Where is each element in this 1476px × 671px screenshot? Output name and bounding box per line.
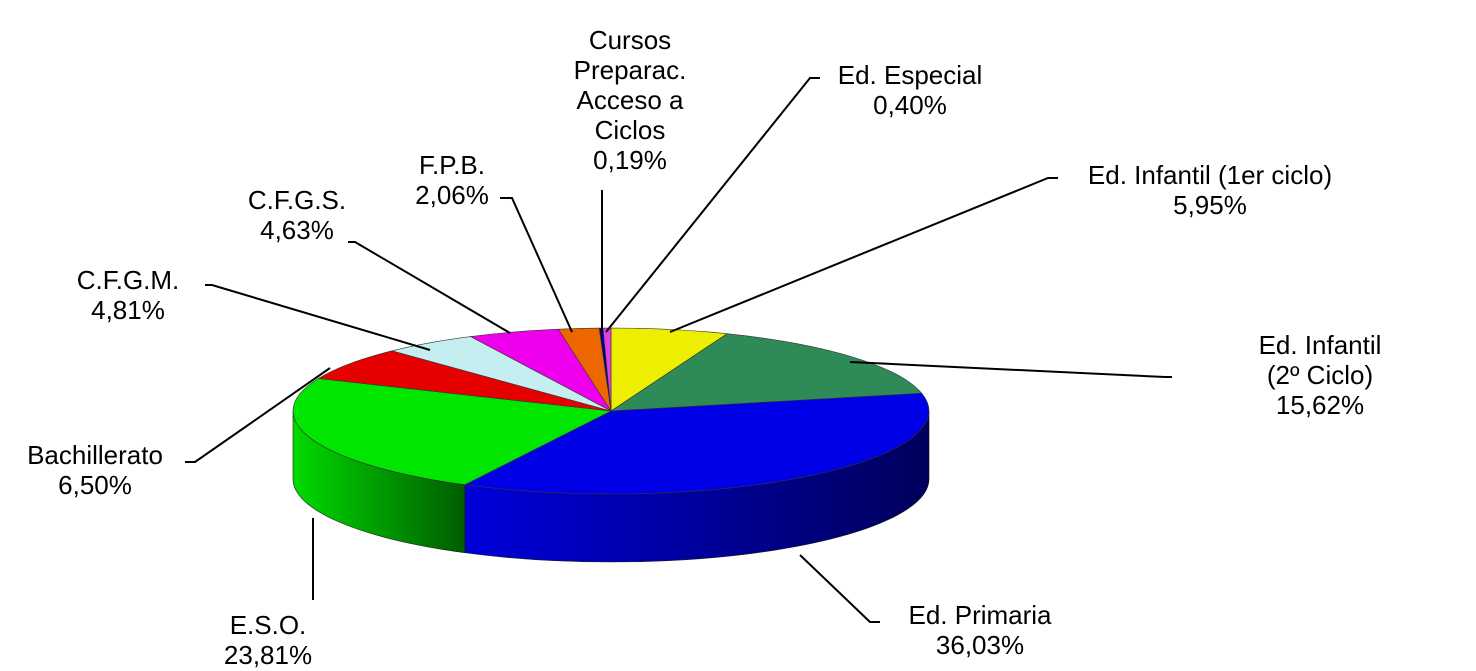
category-label: C.F.G.M. (76, 265, 180, 295)
value-label: 5,95% (1173, 190, 1247, 220)
slice-label: C.F.G.S. 4,63% (248, 185, 346, 245)
slice (609, 333, 923, 412)
value-label: 0,40% (873, 90, 947, 120)
slice (292, 378, 613, 486)
value-label: 0,19% (593, 145, 667, 175)
slice-label: Ed. Especial 0,40% (838, 60, 983, 120)
leader-line (669, 177, 1058, 333)
value-label: 6,50% (58, 470, 132, 500)
category-label: F.P.B. (418, 150, 486, 180)
leader-line (849, 361, 1172, 378)
slice-label: Ed. Infantil (2º Ciclo) 15,62% (1242, 330, 1398, 420)
value-label: 4,63% (260, 215, 334, 245)
category-label: Ed. Primaria (908, 600, 1052, 630)
value-label: 23,81% (223, 640, 313, 670)
slice-label: Ed. Infantil (1er ciclo) 5,95% (1088, 160, 1332, 220)
category-label: Ed. Infantil (2º Ciclo) (1258, 330, 1382, 390)
leader-line (348, 241, 511, 334)
side-shade (293, 411, 465, 553)
slice-label: Ed. Primaria 36,03% (908, 600, 1051, 660)
category-label: Ed. Especial (837, 60, 983, 90)
slice-label: Bachillerato 6,50% (27, 440, 163, 500)
category-label: C.F.G.S. (247, 185, 347, 215)
side-shade (464, 411, 929, 562)
slice (317, 350, 612, 412)
leader-line (205, 284, 431, 351)
category-label: Bachillerato (27, 440, 163, 470)
category-label: E.S.O. (229, 610, 307, 640)
leader-line (605, 77, 820, 333)
leader-line (500, 197, 573, 333)
slice (463, 392, 930, 495)
value-label: 36,03% (935, 630, 1025, 660)
value-label: 4,81% (91, 295, 165, 325)
slice-label: E.S.O. 23,81% (224, 610, 312, 670)
slice-label: C.F.G.M. 4,81% (77, 265, 180, 325)
slice-label: F.P.B. 2,06% (415, 150, 489, 210)
slice (610, 327, 728, 412)
value-label: 15,62% (1275, 390, 1365, 420)
value-label: 2,06% (415, 180, 489, 210)
slice-label: Cursos Preparac. Acceso a Ciclos 0,19% (574, 25, 687, 175)
leader-line (799, 554, 880, 623)
slice (602, 327, 612, 412)
category-label: Cursos Preparac. Acceso a Ciclos (573, 25, 687, 145)
category-label: Ed. Infantil (1er ciclo) (1087, 160, 1333, 190)
leader-line (185, 367, 331, 463)
